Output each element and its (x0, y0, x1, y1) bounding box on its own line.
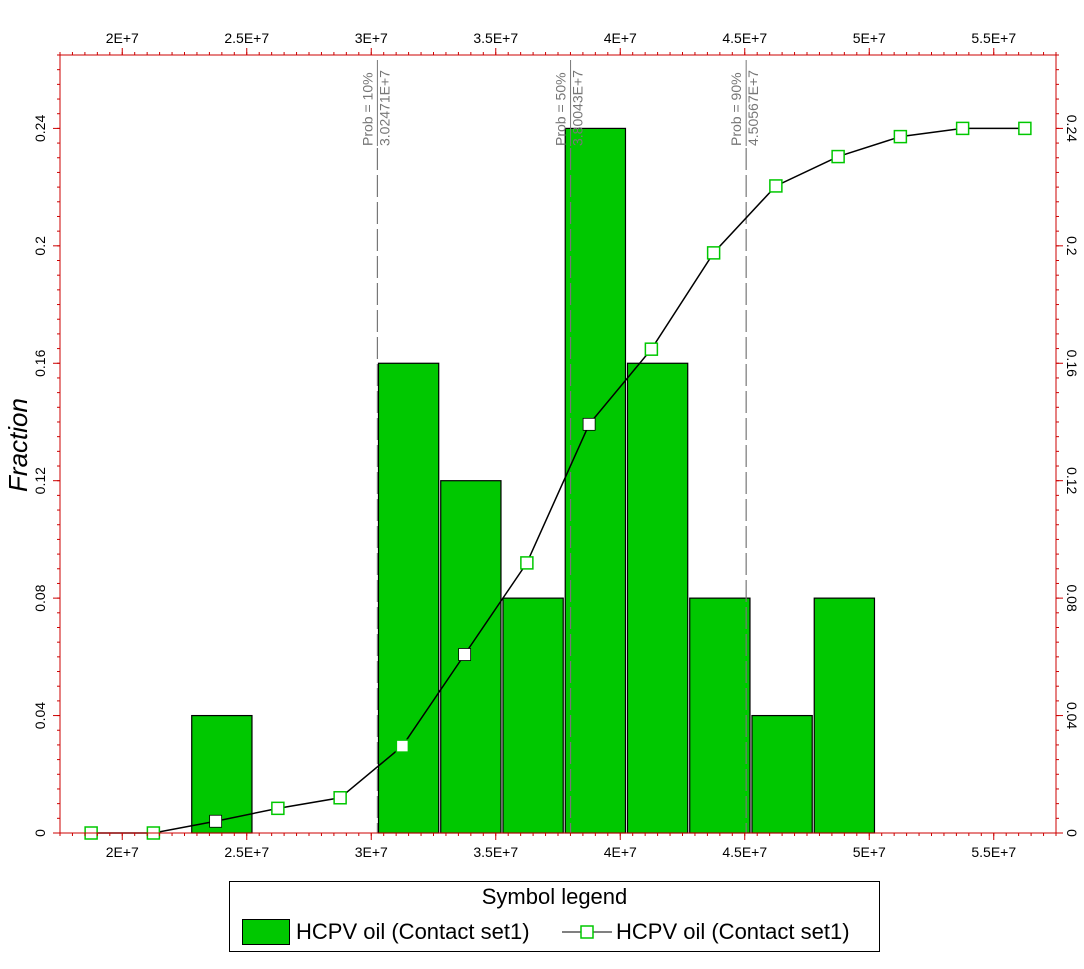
bar-7 (751, 714, 813, 834)
x-tick-label-top-6: 5E+7 (853, 30, 886, 46)
cumulative-point-12 (831, 149, 845, 164)
prob-label-1: Prob = 50% (553, 72, 569, 146)
cumulative-point-8 (582, 417, 596, 431)
cumulative-point-7 (520, 556, 534, 570)
bar-0 (191, 714, 253, 834)
legend-title: Symbol legend (481, 884, 628, 909)
legend-bar-swatch (242, 919, 290, 945)
bar-8 (813, 597, 876, 834)
bar-1 (377, 362, 440, 834)
cumulative-point-5 (395, 739, 410, 753)
cumulative-point-4 (333, 791, 347, 805)
prob-value-1: 3.80043E+7 (570, 70, 586, 146)
x-tick-label-bottom-2: 3E+7 (355, 844, 388, 860)
legend-entry-line: HCPV oil (Contact set1) (562, 918, 850, 946)
legend-label-line: HCPV oil (Contact set1) (616, 919, 850, 944)
x-tick-label-top-2: 3E+7 (355, 30, 388, 46)
y-tick-label-left-6: 0.24 (32, 115, 48, 142)
cumulative-point-14 (955, 121, 970, 136)
prob-value-2: 4.50567E+7 (745, 70, 761, 146)
prob-value-0: 3.02471E+7 (376, 70, 392, 146)
cumulative-point-15 (1018, 121, 1032, 136)
x-tick-label-bottom-5: 4.5E+7 (722, 844, 767, 860)
cumulative-point-2 (209, 814, 223, 828)
prob-label-0: Prob = 10% (359, 72, 375, 146)
x-tick-label-top-1: 2.5E+7 (224, 30, 269, 46)
bar-5 (626, 362, 689, 834)
cumulative-point-9 (644, 342, 659, 356)
y-tick-label-left-3: 0.12 (32, 467, 48, 494)
y-tick-label-right-3: 0.12 (1064, 467, 1080, 494)
bar-4 (564, 127, 627, 834)
y-tick-label-right-1: 0.04 (1064, 702, 1080, 729)
y-tick-label-right-5: 0.2 (1064, 236, 1080, 256)
cumulative-point-3 (271, 801, 285, 816)
prob-label-2: Prob = 90% (728, 72, 744, 146)
y-tick-label-left-4: 0.16 (32, 349, 48, 376)
probability-annotations: Prob = 10% 3.02471E+7 Prob = 50% 3.80043E+7… (359, 60, 761, 833)
y-tick-label-left-2: 0.08 (32, 584, 48, 611)
x-tick-label-top-3: 3.5E+7 (473, 30, 518, 46)
x-tick-label-top-4: 4E+7 (604, 30, 637, 46)
x-tick-label-top-7: 5.5E+7 (971, 30, 1016, 46)
bars (191, 127, 876, 834)
cumulative-point-11 (769, 179, 783, 193)
legend-entry-bar: HCPV oil (Contact set1) (242, 918, 530, 946)
y-tick-label-left-0: 0 (32, 829, 48, 837)
chart: Prob = 10% 3.02471E+7 Prob = 50% 3.80043E+7… (3, 30, 1080, 860)
cumulative-point-10 (706, 246, 721, 260)
y-tick-label-right-0: 0 (1064, 829, 1080, 837)
cumulative-point-13 (893, 129, 908, 144)
y-axis-label: Fraction (3, 398, 33, 492)
x-tick-label-bottom-0: 2E+7 (106, 844, 139, 860)
x-tick-label-bottom-4: 4E+7 (604, 844, 637, 860)
cumulative-point-6 (458, 648, 472, 661)
y-tick-label-right-6: 0.24 (1064, 115, 1080, 142)
bar-3 (502, 597, 564, 834)
legend: Symbol legend HCPV oil (Contact set1) HC… (229, 881, 880, 952)
x-tick-label-top-0: 2E+7 (106, 30, 139, 46)
y-tick-label-right-2: 0.08 (1064, 585, 1080, 612)
x-tick-label-bottom-3: 3.5E+7 (473, 844, 518, 860)
x-tick-label-bottom-6: 5E+7 (853, 844, 886, 860)
cumulative-line (91, 127, 1025, 834)
legend-line-swatch (562, 925, 612, 939)
y-tick-label-left-1: 0.04 (32, 702, 48, 729)
x-tick-label-top-5: 4.5E+7 (722, 30, 767, 46)
cumulative-series (84, 121, 1032, 840)
x-tick-label-bottom-7: 5.5E+7 (971, 844, 1016, 860)
y-tick-label-left-5: 0.2 (32, 236, 48, 256)
bar-6 (689, 597, 751, 834)
y-tick-label-right-4: 0.16 (1064, 350, 1080, 377)
legend-label-bar: HCPV oil (Contact set1) (296, 919, 530, 944)
x-tick-label-bottom-1: 2.5E+7 (224, 844, 269, 860)
